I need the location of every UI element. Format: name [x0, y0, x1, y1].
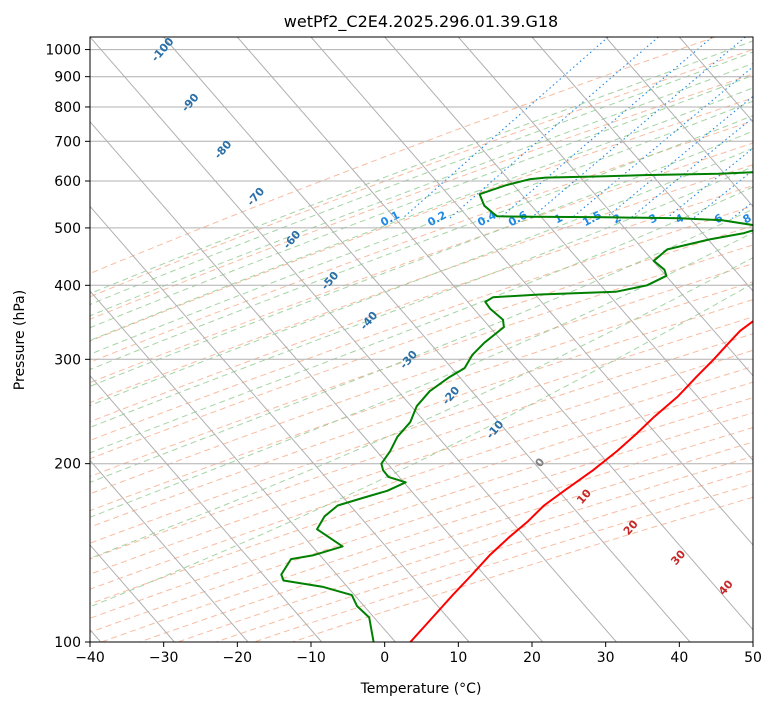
y-tick-label: 1000 — [45, 43, 81, 59]
moist-adiabat-line — [90, 130, 753, 387]
isotherm-line — [90, 459, 249, 642]
y-tick-label: 500 — [54, 221, 81, 237]
mixing-ratio-line — [449, 37, 659, 219]
isotherm-line — [531, 37, 753, 292]
dewpoint-profile-line — [280, 171, 753, 642]
dry-adiabat-line — [90, 48, 753, 298]
dry-adiabat-line — [90, 316, 753, 544]
y-tick-label: 800 — [54, 100, 81, 116]
isotherm-line — [90, 37, 617, 642]
dry-adiabat-line — [90, 397, 753, 619]
dry-adiabat-line — [254, 483, 753, 642]
x-tick-label: 50 — [744, 650, 762, 666]
temperature-profile-line — [409, 319, 753, 642]
y-tick-label: 900 — [54, 70, 81, 86]
isotherm-line — [236, 37, 753, 631]
x-tick-label: 40 — [670, 650, 688, 666]
x-tick-label: 30 — [597, 650, 615, 666]
dry-adiabat-line — [90, 412, 753, 633]
plot-area: 0.10.20.40.611.52346810131620253036-100-… — [90, 37, 753, 642]
moist-adiabat-line — [90, 147, 753, 407]
x-tick-label: 0 — [380, 650, 389, 666]
moist-adiabat-line — [90, 74, 753, 329]
isotherm-line — [90, 205, 470, 642]
dry-adiabat-line — [90, 381, 753, 605]
mixing-ratio-line — [499, 37, 713, 219]
y-tick-label: 200 — [54, 457, 81, 473]
y-axis-title: Pressure (hPa) — [12, 290, 28, 390]
isotherm-line — [310, 37, 753, 546]
y-tick-label: 600 — [54, 174, 81, 190]
moist-adiabat-line — [90, 114, 753, 371]
x-tick-label: −20 — [223, 650, 253, 666]
isotherm-line — [90, 120, 544, 642]
y-tick-label: 100 — [54, 635, 81, 651]
dry-adiabat-line — [90, 365, 753, 590]
dry-adiabat-line — [90, 349, 753, 575]
x-tick-label: 10 — [449, 650, 467, 666]
moist-adiabat-line — [90, 257, 753, 559]
isotherm-line — [163, 37, 691, 642]
isotherm-line — [90, 290, 396, 642]
chart-title: wetPf2_C2E4.2025.296.01.39.G18 — [284, 12, 558, 32]
dry-adiabat-line — [90, 97, 753, 342]
x-tick-label: −10 — [296, 650, 326, 666]
mixing-ratio-line — [530, 37, 746, 219]
isotherm-line — [605, 37, 753, 208]
plot-frame — [89, 36, 754, 643]
x-tick-label: 20 — [523, 650, 541, 666]
mixing-ratio-line — [629, 116, 753, 219]
y-tick-label: 300 — [54, 352, 81, 368]
moist-adiabat-line — [90, 186, 753, 454]
isotherm-line — [90, 374, 323, 642]
moist-adiabat-line — [90, 62, 753, 317]
moist-adiabat-line — [90, 40, 753, 295]
axis-ticks: −40 −30 −20 −10 0 10 20 30 40 50 100 200 300 400 500 60… — [45, 43, 762, 666]
dry-adiabat-line — [90, 333, 753, 560]
x-tick-label: −30 — [149, 650, 179, 666]
mixing-ratio-line — [402, 37, 609, 219]
dry-adiabat-line — [90, 263, 753, 495]
x-axis-title: Temperature (°C) — [360, 681, 482, 697]
y-tick-label: 400 — [54, 278, 81, 294]
isotherm-line — [384, 37, 753, 462]
dry-adiabat-line — [90, 299, 753, 528]
dry-adiabat-line — [90, 73, 753, 320]
y-tick-label: 700 — [54, 134, 81, 150]
x-tick-label: −40 — [75, 650, 105, 666]
isotherm-line — [457, 37, 753, 377]
dry-adiabat-line — [292, 496, 753, 642]
